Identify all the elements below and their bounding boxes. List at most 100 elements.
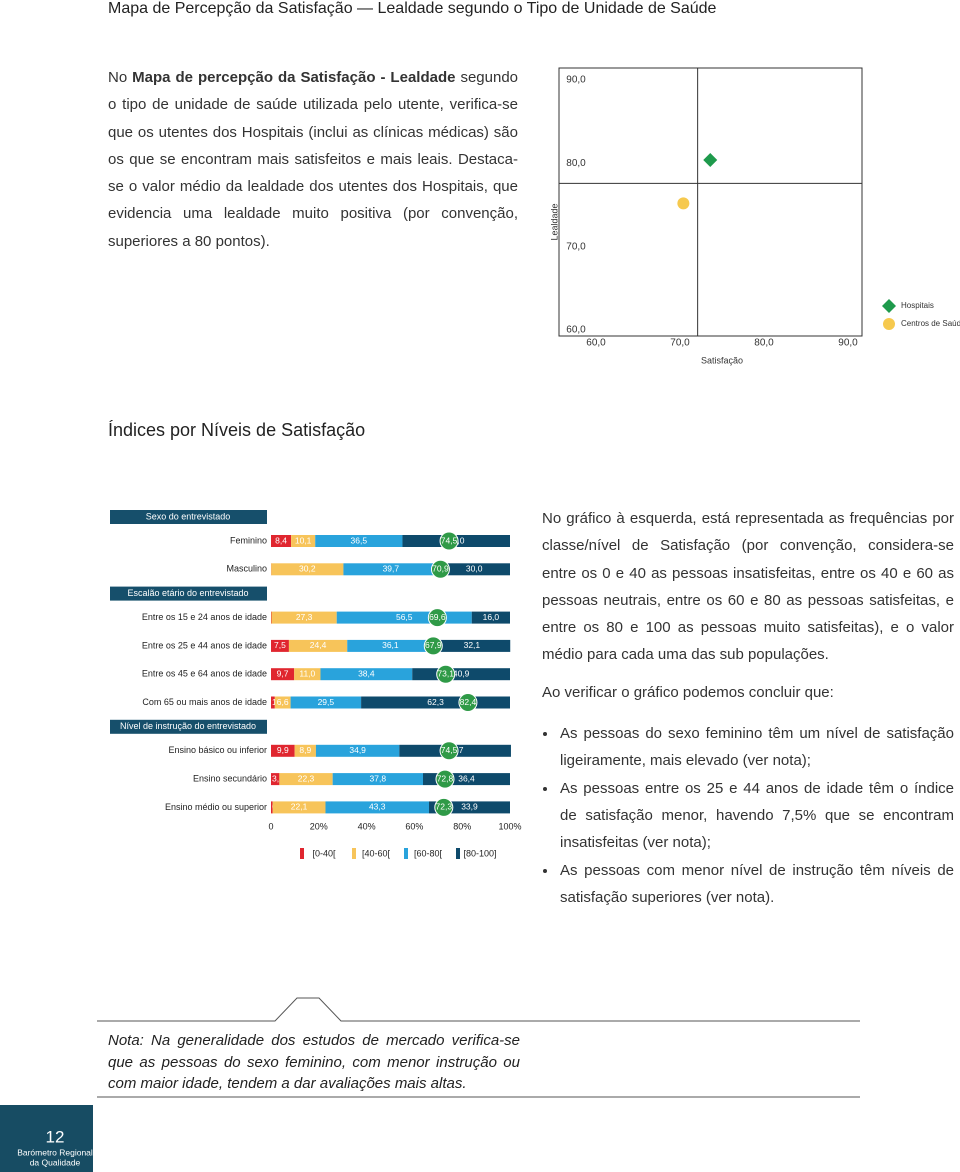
y-tick-label: 90,0	[566, 75, 586, 86]
legend-swatch	[352, 848, 356, 859]
y-tick-label: 70,0	[566, 241, 586, 252]
note: Nota: Na generalidade dos estudos de mer…	[108, 1032, 520, 1092]
bar-segment	[271, 535, 292, 547]
legend-swatch	[300, 848, 304, 859]
mean-label: 73,1	[437, 668, 454, 678]
x-tick-label: 60%	[405, 821, 423, 831]
group-title: Sexo do entrevistado	[146, 511, 231, 521]
x-tick-label: 80,0	[754, 338, 774, 349]
x-tick-label: 40%	[358, 821, 376, 831]
value-label: 7,5	[274, 640, 286, 650]
value-label: 16,0	[483, 612, 500, 622]
mean-marker	[439, 741, 459, 761]
legend-label: [40-60[	[362, 848, 391, 858]
x-tick-label: 80%	[453, 821, 471, 831]
bar-segment	[274, 696, 291, 709]
intro-lead: No	[108, 69, 128, 86]
legend-label: [60-80[	[414, 848, 443, 858]
bar-segment	[320, 668, 413, 681]
right-text: No gráfico à esquerda, está representada…	[542, 505, 954, 911]
x-tick-label: 70,0	[670, 338, 690, 349]
category-label: Entre os 45 e 64 anos de idade	[142, 669, 267, 679]
bar-segment	[347, 639, 434, 652]
paragraph: Ao verificar o gráfico podemos concluir …	[542, 683, 834, 701]
value-label: 30,0	[466, 564, 483, 574]
value-label: 32,1	[464, 640, 481, 650]
y-axis-label: Lealdade	[549, 203, 559, 240]
category-label: Ensino secundário	[193, 773, 267, 783]
bar-segment	[271, 668, 295, 681]
mean-marker	[458, 693, 478, 712]
page-title: Mapa de Percepção da Satisfação — Lealda…	[108, 0, 717, 17]
y-tick-label: 60,0	[566, 325, 586, 336]
value-label: 22,1	[291, 802, 308, 812]
value-label: 39,7	[383, 564, 400, 574]
legend-swatch	[404, 848, 408, 859]
legend-label: Hospitais	[901, 301, 934, 310]
point	[677, 197, 690, 210]
value-label: 10,1	[295, 535, 312, 545]
category-label: Feminino	[230, 535, 267, 545]
value-label: 24,4	[310, 640, 327, 650]
legend-marker	[882, 299, 896, 313]
bar-segment	[279, 773, 333, 786]
bar-segment	[343, 563, 439, 576]
value-label: 43,3	[369, 802, 386, 812]
bar-segment	[272, 801, 326, 814]
category-label: Com 65 ou mais anos de idade	[142, 697, 267, 707]
footer-box	[0, 1105, 93, 1172]
value-label: 8,9	[299, 745, 311, 755]
page-number: 12	[46, 1127, 65, 1146]
category-label: Ensino médio ou superior	[165, 802, 267, 812]
bar-segment	[315, 744, 400, 757]
group-title: Escalão etário do entrevistado	[127, 588, 248, 598]
bar-segment	[271, 744, 295, 757]
bar-segment	[332, 773, 424, 786]
value-label: 9,9	[277, 745, 289, 755]
mean-label: 70,9	[432, 564, 449, 574]
value-label: 36,4	[458, 773, 475, 783]
value-label: 29,5	[318, 697, 335, 707]
bullet: As pessoas do sexo feminino têm um nível…	[558, 720, 954, 775]
bullet: As pessoas com menor nível de instrução …	[558, 857, 954, 912]
group-title: Nível de instrução do entrevistado	[120, 721, 256, 731]
group-header	[110, 719, 267, 734]
bar-segment	[271, 801, 273, 814]
mean-label: 72,3	[436, 802, 453, 812]
bar-segment	[325, 801, 429, 814]
value-label: 37,8	[370, 773, 387, 783]
bar-segment	[412, 668, 510, 681]
value-label: 3,5	[272, 773, 284, 783]
mean-marker	[436, 664, 456, 684]
mean-marker	[435, 769, 455, 789]
mean-label: 74,5	[441, 745, 458, 755]
value-label: 33,9	[461, 802, 478, 812]
intro-text: segundo o tipo de unidade de saúde utili…	[108, 69, 519, 250]
mean-marker	[427, 608, 447, 628]
value-label: 38,4	[358, 668, 375, 678]
category-label: Masculino	[226, 564, 267, 574]
group-header	[110, 586, 267, 601]
bullet-list: As pessoas do sexo feminino têm um nível…	[542, 720, 954, 911]
bar-segment	[271, 773, 280, 786]
value-label: 8,4	[275, 535, 287, 545]
legend-label: [80-100]	[463, 848, 496, 858]
value-label: 62,3	[427, 697, 444, 707]
value-label: 36,1	[382, 640, 399, 650]
bar-segment	[271, 696, 275, 709]
publication-name: Barómetro Regional	[17, 1147, 93, 1157]
bar-segment	[271, 611, 337, 624]
value-label: 30,2	[299, 564, 316, 574]
value-label: 6,6	[277, 697, 289, 707]
category-label: Entre os 15 e 24 anos de idade	[142, 612, 267, 622]
x-tick-label: 60,0	[586, 338, 606, 349]
note-top-border	[97, 997, 860, 1022]
bar-segment	[294, 744, 316, 757]
bar-segment	[315, 535, 403, 547]
x-tick-label: 100%	[498, 821, 521, 831]
category-label: Entre os 25 e 44 anos de idade	[142, 640, 267, 650]
bar-segment	[471, 611, 510, 624]
value-label: 11,0	[299, 668, 315, 678]
publication-name: da Qualidade	[30, 1157, 81, 1167]
